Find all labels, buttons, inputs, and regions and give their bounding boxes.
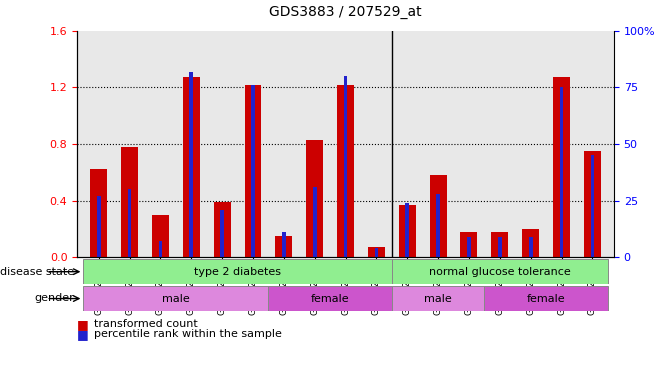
- Bar: [522, 229, 539, 257]
- Bar: [337, 84, 354, 257]
- Text: male: male: [162, 293, 190, 304]
- Bar: [189, 71, 193, 257]
- Bar: [529, 237, 533, 257]
- Bar: [83, 259, 392, 284]
- Bar: [392, 286, 484, 311]
- Bar: [392, 259, 608, 284]
- Text: normal glucose tolerance: normal glucose tolerance: [429, 266, 571, 277]
- Bar: [183, 78, 200, 257]
- Bar: [251, 85, 255, 257]
- Bar: [399, 205, 416, 257]
- Bar: [268, 286, 392, 311]
- Text: disease state: disease state: [0, 266, 74, 277]
- Bar: [83, 286, 268, 311]
- Bar: [97, 196, 101, 257]
- Text: male: male: [424, 293, 452, 304]
- Text: transformed count: transformed count: [94, 319, 198, 329]
- Bar: [282, 232, 286, 257]
- Bar: [374, 248, 378, 257]
- Bar: [553, 78, 570, 257]
- Bar: [220, 210, 224, 257]
- Bar: [275, 236, 293, 257]
- Text: ■: ■: [77, 318, 89, 331]
- Text: female: female: [311, 293, 350, 304]
- Text: type 2 diabetes: type 2 diabetes: [194, 266, 281, 277]
- Bar: [306, 140, 323, 257]
- Bar: [213, 202, 231, 257]
- Bar: [491, 232, 509, 257]
- Bar: [152, 215, 169, 257]
- Text: percentile rank within the sample: percentile rank within the sample: [94, 329, 282, 339]
- Text: GDS3883 / 207529_at: GDS3883 / 207529_at: [269, 5, 422, 19]
- Bar: [313, 187, 317, 257]
- Bar: [467, 237, 471, 257]
- Bar: [584, 151, 601, 257]
- Bar: [158, 242, 162, 257]
- Bar: [429, 175, 447, 257]
- Bar: [91, 169, 107, 257]
- Text: female: female: [527, 293, 566, 304]
- Bar: [484, 286, 608, 311]
- Bar: [436, 194, 440, 257]
- Bar: [344, 76, 348, 257]
- Bar: [121, 147, 138, 257]
- Text: gender: gender: [34, 293, 74, 303]
- Bar: [560, 87, 564, 257]
- Bar: [460, 232, 478, 257]
- Bar: [405, 203, 409, 257]
- Bar: [498, 237, 502, 257]
- Bar: [244, 84, 262, 257]
- Bar: [127, 189, 132, 257]
- Text: ■: ■: [77, 328, 89, 341]
- Bar: [368, 247, 385, 257]
- Bar: [590, 155, 595, 257]
